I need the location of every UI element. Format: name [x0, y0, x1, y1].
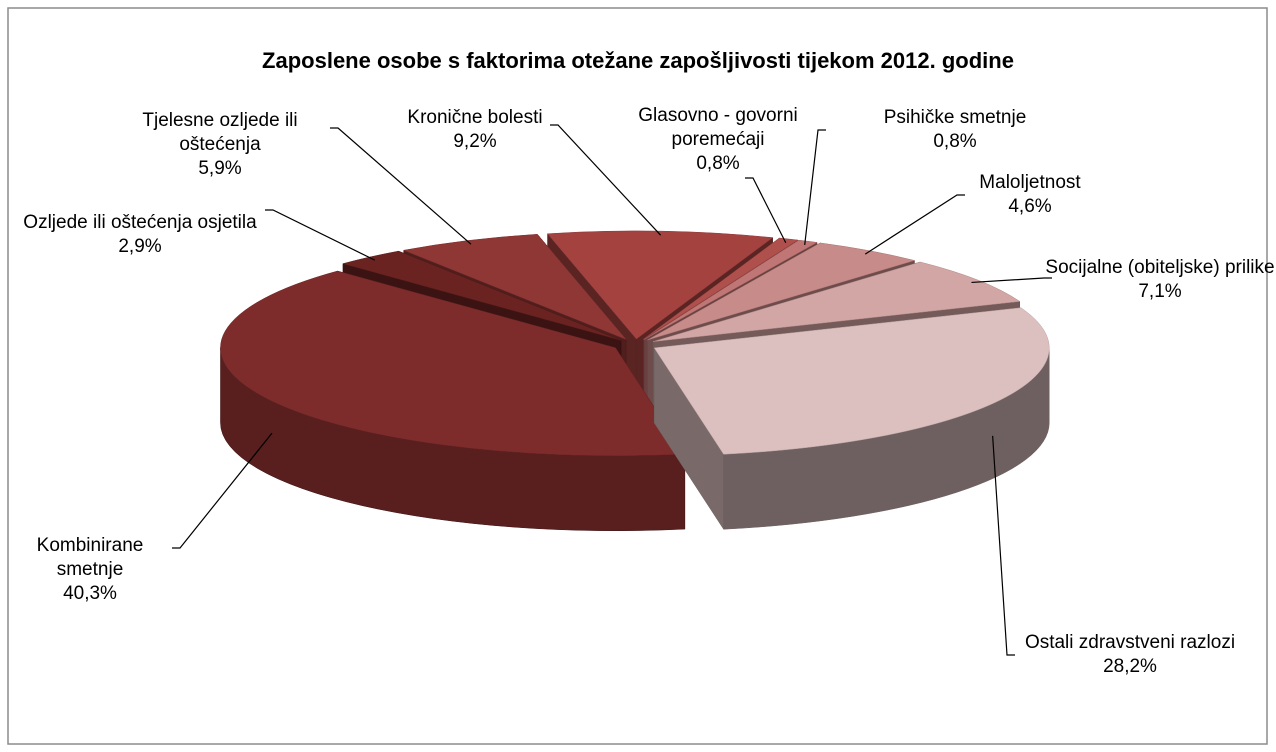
- label-name: Tjelesne ozljede ili oštećenja: [142, 110, 298, 155]
- leader-line: [745, 177, 787, 244]
- label-name: Kronične bolesti: [407, 107, 543, 128]
- data-label: Kombinirane smetnje 40,3%: [10, 534, 170, 606]
- leader-line: [804, 129, 826, 245]
- leader-line: [330, 127, 472, 245]
- label-value: 0,8%: [696, 153, 740, 174]
- slice: [402, 234, 627, 340]
- leader-line: [971, 277, 1052, 284]
- label-value: 9,2%: [453, 131, 497, 152]
- slice: [220, 270, 686, 457]
- pie: [220, 230, 1050, 532]
- label-name: Socijalne (obiteljske) prilike: [1045, 257, 1275, 278]
- data-label: Socijalne (obiteljske) prilike 7,1%: [1045, 256, 1275, 304]
- data-label: Ostali zdravstveni razlozi 28,2%: [1015, 631, 1245, 679]
- label-name: Psihičke smetnje: [883, 107, 1027, 128]
- data-label: Kronične bolesti 9,2%: [400, 106, 550, 154]
- label-value: 40,3%: [63, 583, 117, 604]
- label-value: 2,9%: [118, 236, 162, 257]
- label-name: Kombinirane smetnje: [36, 535, 144, 580]
- label-value: 7,1%: [1138, 281, 1182, 302]
- leader-line: [172, 432, 273, 549]
- label-name: Ostali zdravstveni razlozi: [1024, 632, 1236, 653]
- label-value: 0,8%: [933, 131, 977, 152]
- slice: [653, 307, 1050, 455]
- slice: [642, 237, 799, 340]
- slice: [643, 239, 818, 340]
- leader-line: [265, 209, 376, 261]
- data-label: Psihičke smetnje 0,8%: [855, 106, 1055, 154]
- label-value: 5,9%: [198, 158, 242, 179]
- data-label: Maloljetnost 4,6%: [955, 171, 1105, 219]
- data-label: Glasovno - govorni poremećaji 0,8%: [623, 104, 813, 176]
- slice: [547, 230, 774, 340]
- slice: [653, 261, 1021, 342]
- leader-line: [550, 124, 662, 236]
- label-name: Ozljede ili oštećenja osjetila: [23, 212, 257, 233]
- label-name: Maloljetnost: [979, 172, 1081, 193]
- label-value: 4,6%: [1008, 196, 1052, 217]
- chart-title: Zaposlene osobe s faktorima otežane zapo…: [262, 48, 1014, 73]
- label-value: 28,2%: [1103, 656, 1157, 677]
- leader-line: [992, 435, 1015, 656]
- data-label: Ozljede ili oštećenja osjetila 2,9%: [5, 211, 275, 259]
- leader-line: [864, 194, 965, 255]
- data-label: Tjelesne ozljede ili oštećenja 5,9%: [100, 109, 340, 181]
- label-name: Glasovno - govorni poremećaji: [638, 105, 798, 150]
